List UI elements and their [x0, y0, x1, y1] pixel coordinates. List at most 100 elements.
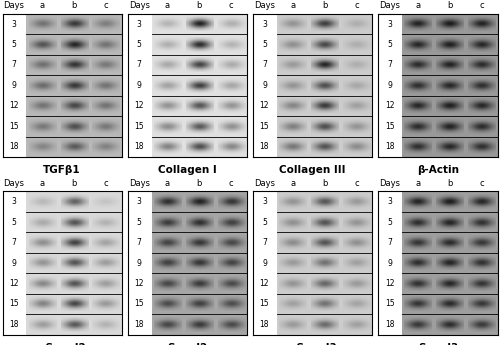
Text: a: a: [165, 1, 170, 10]
Bar: [26, 253, 122, 273]
Text: 9: 9: [388, 258, 392, 268]
Text: b: b: [196, 1, 202, 10]
Text: 12: 12: [385, 279, 394, 288]
Text: 5: 5: [137, 40, 141, 49]
Bar: [402, 253, 498, 273]
Bar: [402, 96, 498, 116]
Text: Days: Days: [379, 1, 400, 10]
Bar: [277, 34, 372, 55]
Text: 5: 5: [137, 218, 141, 227]
Text: a: a: [40, 179, 45, 188]
Text: 12: 12: [260, 279, 269, 288]
Text: 7: 7: [12, 60, 16, 69]
Text: Collagen I: Collagen I: [158, 165, 217, 175]
Text: c: c: [480, 1, 484, 10]
Text: c: c: [480, 179, 484, 188]
Bar: [277, 116, 372, 137]
Bar: [152, 191, 247, 212]
Text: 15: 15: [260, 122, 270, 131]
Bar: [277, 273, 372, 294]
Text: c: c: [104, 179, 108, 188]
Text: 5: 5: [388, 218, 392, 227]
Bar: [152, 96, 247, 116]
Text: 9: 9: [262, 81, 267, 90]
Bar: [26, 191, 122, 212]
Text: a: a: [40, 1, 45, 10]
Bar: [26, 116, 122, 137]
Text: b: b: [322, 179, 327, 188]
Text: 9: 9: [12, 258, 16, 268]
Text: Days: Days: [128, 179, 150, 188]
Bar: [277, 14, 372, 34]
Text: 5: 5: [12, 40, 16, 49]
Text: 15: 15: [134, 122, 144, 131]
Bar: [402, 191, 498, 212]
Text: 15: 15: [9, 122, 19, 131]
Text: a: a: [290, 1, 296, 10]
Bar: [402, 233, 498, 253]
Bar: [402, 314, 498, 335]
Bar: [152, 233, 247, 253]
Bar: [402, 212, 498, 233]
Text: 7: 7: [262, 238, 267, 247]
Text: 3: 3: [137, 197, 141, 206]
Bar: [277, 137, 372, 157]
Text: 5: 5: [388, 40, 392, 49]
Text: a: a: [165, 179, 170, 188]
Bar: [402, 34, 498, 55]
Text: 18: 18: [260, 142, 269, 151]
Text: Days: Days: [128, 1, 150, 10]
Bar: [277, 212, 372, 233]
Bar: [26, 233, 122, 253]
Bar: [26, 212, 122, 233]
Bar: [277, 294, 372, 314]
Text: c: c: [354, 179, 358, 188]
Text: 18: 18: [134, 320, 144, 329]
Text: 3: 3: [137, 20, 141, 29]
Text: 7: 7: [262, 60, 267, 69]
Text: b: b: [322, 1, 327, 10]
Bar: [152, 55, 247, 75]
Text: Days: Days: [379, 179, 400, 188]
Bar: [26, 55, 122, 75]
Text: 15: 15: [260, 299, 270, 308]
Text: 12: 12: [260, 101, 269, 110]
Text: b: b: [196, 179, 202, 188]
Text: pSmad2: pSmad2: [38, 343, 86, 345]
Text: Days: Days: [4, 179, 24, 188]
Bar: [277, 55, 372, 75]
Text: 9: 9: [12, 81, 16, 90]
Bar: [26, 14, 122, 34]
Bar: [152, 294, 247, 314]
Bar: [402, 137, 498, 157]
Text: Smad3: Smad3: [418, 343, 458, 345]
Bar: [26, 75, 122, 96]
Text: a: a: [416, 1, 420, 10]
Text: 3: 3: [262, 20, 267, 29]
Bar: [26, 314, 122, 335]
Bar: [152, 253, 247, 273]
Text: 7: 7: [388, 60, 392, 69]
Text: 18: 18: [260, 320, 269, 329]
Bar: [277, 253, 372, 273]
Text: 5: 5: [12, 218, 16, 227]
Text: c: c: [104, 1, 108, 10]
Bar: [402, 55, 498, 75]
Text: 12: 12: [134, 279, 144, 288]
Bar: [277, 191, 372, 212]
Text: 7: 7: [137, 238, 141, 247]
Text: 18: 18: [385, 320, 394, 329]
Text: 9: 9: [137, 258, 141, 268]
Bar: [277, 75, 372, 96]
Text: TGFβ1: TGFβ1: [44, 165, 81, 175]
Text: β-Actin: β-Actin: [417, 165, 459, 175]
Text: 7: 7: [12, 238, 16, 247]
Bar: [152, 116, 247, 137]
Text: b: b: [72, 179, 76, 188]
Text: 15: 15: [385, 299, 394, 308]
Text: 7: 7: [388, 238, 392, 247]
Text: 3: 3: [12, 20, 16, 29]
Text: a: a: [416, 179, 420, 188]
Bar: [26, 137, 122, 157]
Text: Smad2: Smad2: [167, 343, 207, 345]
